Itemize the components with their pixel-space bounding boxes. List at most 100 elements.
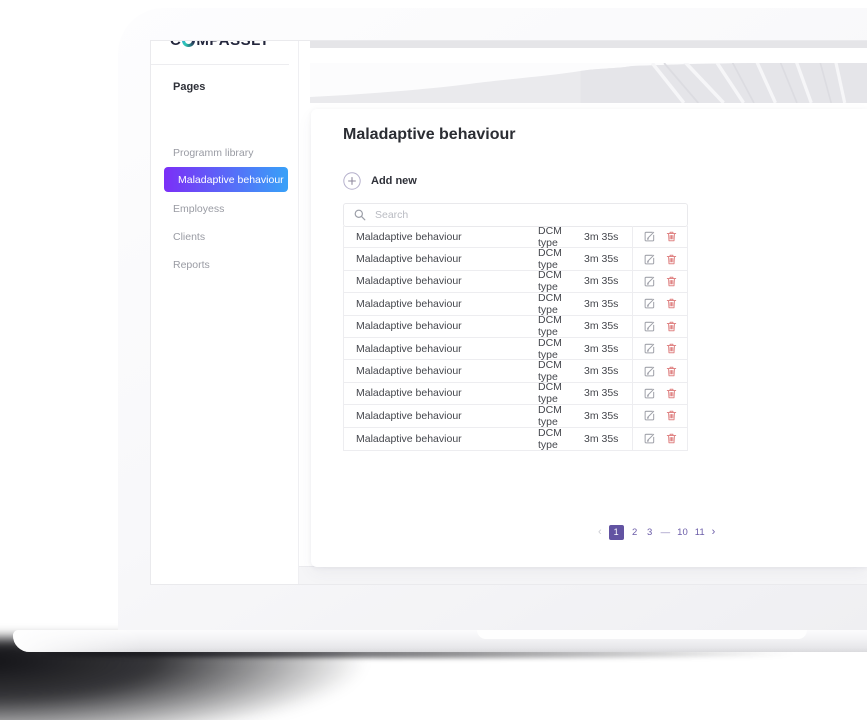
sidebar-nav: Programm library Maladaptive behaviour E… xyxy=(151,139,298,279)
row-duration: 3m 35s xyxy=(584,253,619,266)
table-row: Maladaptive behaviour DCM type 3m 35s xyxy=(344,247,687,272)
search-input[interactable] xyxy=(375,209,678,221)
pagination-page[interactable]: 10 xyxy=(677,527,688,538)
delete-icon[interactable] xyxy=(665,432,678,445)
row-name: Maladaptive behaviour xyxy=(356,230,462,243)
sidebar-item[interactable]: Employess xyxy=(151,195,298,223)
row-actions xyxy=(632,315,687,337)
header-strip xyxy=(310,41,867,48)
pagination-prev-icon[interactable]: ‹ xyxy=(598,526,602,538)
edit-icon[interactable] xyxy=(643,432,656,445)
row-name: Maladaptive behaviour xyxy=(356,320,462,333)
pagination-page: — xyxy=(660,527,671,538)
sidebar-item[interactable]: Clients xyxy=(151,223,298,251)
row-actions xyxy=(632,248,687,270)
row-duration: 3m 35s xyxy=(584,297,619,310)
sidebar-item[interactable]: Reports xyxy=(151,251,298,279)
pagination-next-icon[interactable]: › xyxy=(711,526,716,538)
table-row: Maladaptive behaviour DCM type 3m 35s xyxy=(344,381,687,406)
app-logo: C MPASSLY xyxy=(170,40,270,49)
edit-icon[interactable] xyxy=(643,387,656,400)
delete-icon[interactable] xyxy=(665,230,678,243)
sidebar-item-label: Employess xyxy=(173,203,225,215)
row-duration: 3m 35s xyxy=(584,230,619,243)
row-name: Maladaptive behaviour xyxy=(356,409,462,422)
add-new-label: Add new xyxy=(371,175,417,187)
laptop-notch xyxy=(477,630,807,639)
add-new-button[interactable]: Add new xyxy=(343,172,417,190)
edit-icon[interactable] xyxy=(643,253,656,266)
content-card: Maladaptive behaviour Add new xyxy=(311,109,867,567)
delete-icon[interactable] xyxy=(665,387,678,400)
row-actions xyxy=(632,427,687,450)
pagination-page[interactable]: 1 xyxy=(608,525,624,540)
delete-icon[interactable] xyxy=(665,342,678,355)
behaviour-table: Maladaptive behaviour DCM type 3m 35s xyxy=(343,224,688,451)
edit-icon[interactable] xyxy=(643,320,656,333)
pagination-pages: 1 2 3 — 10 11 xyxy=(608,525,705,540)
row-type: DCM type xyxy=(538,314,562,339)
pagination-page[interactable]: 11 xyxy=(694,527,705,538)
pagination-page[interactable]: 2 xyxy=(632,527,638,538)
delete-icon[interactable] xyxy=(665,297,678,310)
delete-icon[interactable] xyxy=(665,253,678,266)
sidebar-item[interactable]: Programm library xyxy=(151,139,298,167)
delete-icon[interactable] xyxy=(665,320,678,333)
row-type: DCM type xyxy=(538,426,562,451)
row-type: DCM type xyxy=(538,336,562,361)
main-content: Maladaptive behaviour Add new xyxy=(299,41,867,584)
edit-icon[interactable] xyxy=(643,342,656,355)
row-type: DCM type xyxy=(538,269,562,294)
table-row: Maladaptive behaviour DCM type 3m 35s xyxy=(344,291,687,316)
edit-icon[interactable] xyxy=(643,365,656,378)
logo-text-end: MPASSLY xyxy=(196,40,270,49)
table-row: Maladaptive behaviour DCM type 3m 35s xyxy=(344,359,687,384)
laptop-screen: C MPASSLY Pages Programm library Maladap… xyxy=(150,40,867,585)
logo-o-icon xyxy=(182,41,196,47)
table-row: Maladaptive behaviour DCM type 3m 35s xyxy=(344,404,687,428)
logo-text-start: C xyxy=(170,40,182,49)
sidebar-item[interactable]: Maladaptive behaviour xyxy=(164,167,288,192)
row-duration: 3m 35s xyxy=(584,342,619,355)
delete-icon[interactable] xyxy=(665,275,678,288)
row-duration: 3m 35s xyxy=(584,409,619,422)
table-row: Maladaptive behaviour DCM type 3m 35s xyxy=(344,336,687,361)
sidebar-section-label: Pages xyxy=(173,81,206,93)
edit-icon[interactable] xyxy=(643,230,656,243)
row-actions xyxy=(632,405,687,427)
row-type: DCM type xyxy=(538,224,562,249)
search-box xyxy=(343,203,688,227)
edit-icon[interactable] xyxy=(643,297,656,310)
laptop-base-shadow xyxy=(45,649,825,658)
row-type: DCM type xyxy=(538,381,562,406)
edit-icon[interactable] xyxy=(643,275,656,288)
edit-icon[interactable] xyxy=(643,409,656,422)
row-actions xyxy=(632,293,687,315)
row-type: DCM type xyxy=(538,291,562,316)
laptop-base xyxy=(13,630,867,652)
table-row: Maladaptive behaviour DCM type 3m 35s xyxy=(344,224,687,249)
sidebar-item-label: Maladaptive behaviour xyxy=(178,173,284,186)
delete-icon[interactable] xyxy=(665,365,678,378)
row-name: Maladaptive behaviour xyxy=(356,432,462,445)
screen-footer xyxy=(299,566,867,584)
pagination-page[interactable]: 3 xyxy=(647,527,653,538)
plus-circle-icon xyxy=(343,172,361,190)
row-duration: 3m 35s xyxy=(584,275,619,288)
row-type: DCM type xyxy=(538,247,562,272)
search-icon xyxy=(353,208,367,222)
row-duration: 3m 35s xyxy=(584,320,619,333)
row-duration: 3m 35s xyxy=(584,432,619,445)
page-title: Maladaptive behaviour xyxy=(343,126,516,143)
mountain-banner-image xyxy=(310,63,867,103)
laptop-frame: C MPASSLY Pages Programm library Maladap… xyxy=(118,8,867,630)
table-row: Maladaptive behaviour DCM type 3m 35s xyxy=(344,426,687,451)
row-name: Maladaptive behaviour xyxy=(356,387,462,400)
sidebar-item-label: Clients xyxy=(173,231,206,243)
row-actions xyxy=(632,226,687,248)
table-row: Maladaptive behaviour DCM type 3m 35s xyxy=(344,314,687,339)
delete-icon[interactable] xyxy=(665,409,678,422)
row-type: DCM type xyxy=(538,359,562,384)
row-actions xyxy=(632,382,687,405)
